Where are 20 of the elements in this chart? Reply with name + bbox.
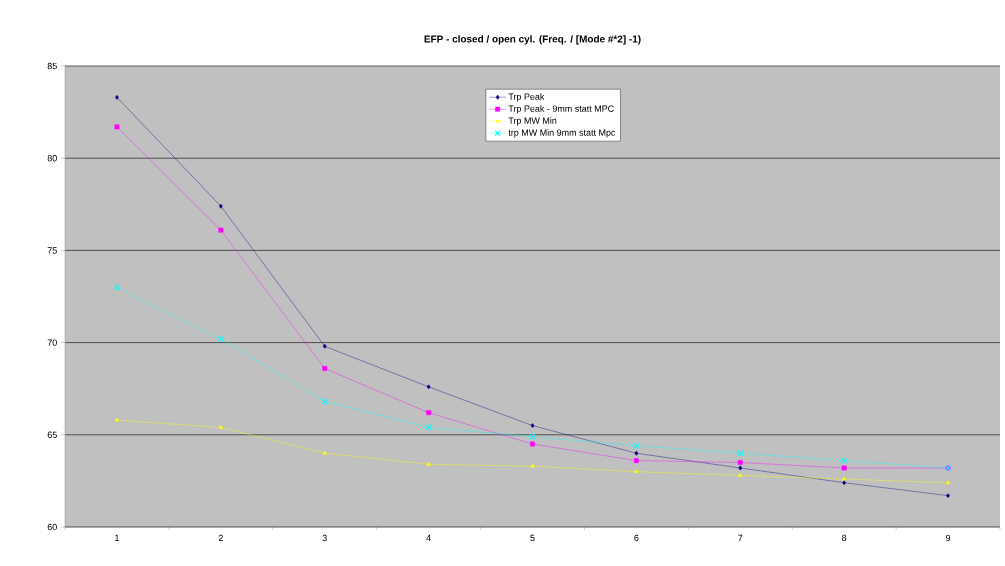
y-tick-label: 65 bbox=[47, 431, 57, 438]
legend-label: Trp MW Min bbox=[508, 117, 557, 126]
y-tick-label: 70 bbox=[47, 339, 57, 346]
x-tick-label: 9 bbox=[945, 534, 951, 542]
x-tick-label: 5 bbox=[530, 534, 535, 542]
x-tick-label: 4 bbox=[426, 534, 431, 541]
y-tick-label: 85 bbox=[47, 62, 57, 70]
x-tick-label: 8 bbox=[842, 534, 847, 542]
legend-label: Trp Peak bbox=[508, 93, 545, 102]
x-tick-label: 1 bbox=[115, 534, 119, 541]
legend-label: Trp Peak - 9mm statt MPC bbox=[508, 105, 614, 114]
x-tick-label: 3 bbox=[322, 534, 327, 542]
x-tick-label: 6 bbox=[634, 534, 639, 542]
y-tick-label: 75 bbox=[47, 247, 57, 254]
y-tick-label: 80 bbox=[47, 155, 57, 162]
y-tick-label: 60 bbox=[47, 523, 57, 531]
legend-label: trp MW Min 9mm statt Mpc bbox=[508, 129, 616, 138]
chart-title: EFP - closed / open cyl. (Freq. / [Mode #*2] -1) bbox=[424, 35, 641, 45]
x-tick-label: 2 bbox=[218, 534, 223, 542]
x-tick-label: 7 bbox=[738, 534, 743, 541]
